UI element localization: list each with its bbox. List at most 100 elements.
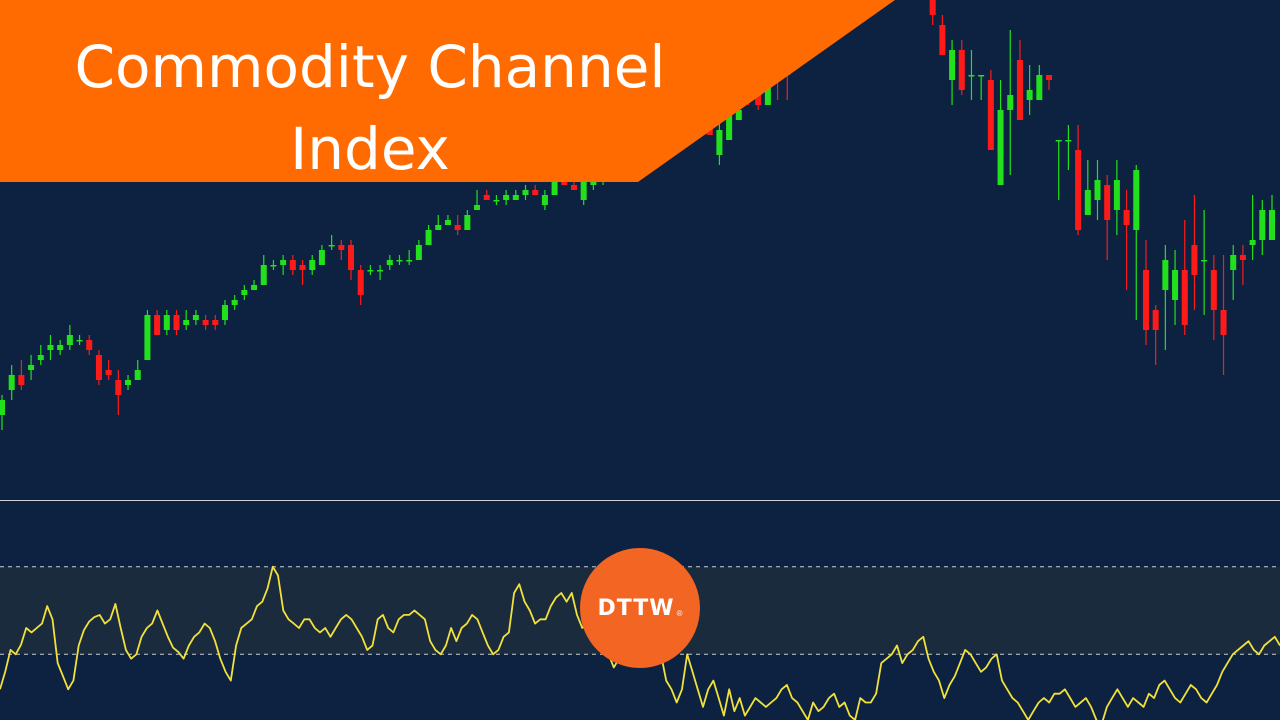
candle-body	[435, 225, 442, 230]
candle-body	[755, 90, 762, 105]
candle-body	[949, 50, 956, 80]
candle-body	[939, 25, 946, 55]
candle-body	[1133, 170, 1140, 230]
candle-body	[716, 130, 723, 155]
candle-body	[464, 215, 471, 230]
candle-body	[929, 0, 936, 15]
candle-body	[1046, 75, 1053, 80]
candle-body	[328, 245, 335, 247]
candle-body	[357, 270, 364, 295]
logo-text: DTTW	[597, 595, 675, 621]
candle-body	[503, 195, 510, 200]
candle-body	[125, 380, 132, 385]
candle-body	[163, 315, 170, 330]
candle-body	[512, 195, 519, 200]
candle-body	[978, 75, 985, 77]
candle-body	[454, 225, 461, 230]
candle-body	[1026, 90, 1033, 100]
candle-body	[289, 260, 296, 270]
candle-body	[570, 185, 577, 190]
candle-body	[57, 345, 64, 350]
candle-body	[1210, 270, 1217, 310]
candle-body	[1104, 185, 1111, 220]
dttw-logo: DTTW ®	[580, 548, 700, 668]
candle-body	[1142, 270, 1149, 330]
candle-body	[221, 305, 228, 320]
banner-shape	[0, 0, 895, 182]
candle-body	[425, 230, 432, 245]
candle-body	[280, 260, 287, 265]
candle-body	[192, 315, 199, 320]
candle-body	[1016, 60, 1023, 120]
candle-body	[134, 370, 141, 380]
candle-body	[0, 400, 6, 415]
candle-body	[1075, 150, 1082, 230]
candle-body	[1152, 310, 1159, 330]
candle-body	[1162, 260, 1169, 290]
candle-body	[367, 270, 374, 272]
candle-body	[66, 335, 73, 345]
candle-body	[580, 180, 587, 200]
candle-body	[1181, 270, 1188, 325]
candle-body	[396, 260, 403, 262]
candle-body	[95, 355, 102, 380]
candle-body	[987, 80, 994, 150]
candle-body	[522, 190, 529, 195]
candle-body	[1220, 310, 1227, 335]
candle-body	[1094, 180, 1101, 200]
candle-body	[309, 260, 316, 270]
candle-body	[474, 205, 481, 210]
candle-body	[1084, 190, 1091, 215]
candle-body	[1036, 75, 1043, 100]
candle-body	[590, 180, 597, 185]
candle-body	[1007, 95, 1014, 110]
candle-body	[377, 270, 384, 272]
candle-body	[493, 200, 500, 202]
candle-body	[726, 115, 733, 140]
candle-body	[541, 195, 548, 205]
chart-title: Commodity Channel Index	[74, 33, 666, 183]
candle-body	[1172, 270, 1179, 300]
candle-body	[260, 265, 267, 285]
candle-body	[28, 365, 35, 370]
candle-body	[958, 50, 965, 90]
candle-body	[202, 320, 209, 325]
candle-body	[1249, 240, 1256, 245]
candle-body	[270, 265, 277, 267]
candle-body	[47, 345, 54, 350]
candle-body	[231, 300, 238, 305]
candle-body	[115, 380, 122, 395]
candle-body	[386, 260, 393, 265]
candle-body	[1230, 255, 1237, 270]
title-banner	[0, 0, 895, 182]
candle-body	[1113, 180, 1120, 210]
candle-body	[968, 75, 975, 77]
candle-body	[444, 220, 451, 225]
candle-body	[338, 245, 345, 250]
candle-body	[1065, 140, 1072, 142]
candle-body	[37, 355, 44, 360]
candle-body	[483, 195, 490, 200]
candle-body	[251, 285, 258, 290]
candle-body	[997, 110, 1004, 185]
registered-mark: ®	[676, 608, 683, 618]
candle-body	[105, 370, 112, 375]
candle-body	[532, 190, 539, 195]
candle-body	[551, 175, 558, 195]
candle-body	[212, 320, 219, 325]
candle-body	[1123, 210, 1130, 225]
candle-body	[18, 375, 25, 385]
candle-body	[299, 265, 306, 270]
candle-body	[76, 340, 83, 342]
candle-body	[561, 180, 568, 185]
candle-body	[1201, 260, 1208, 262]
candle-body	[241, 290, 248, 295]
candle-body	[8, 375, 15, 390]
candle-body	[183, 320, 190, 325]
candle-body	[348, 245, 355, 270]
candle-body	[1055, 140, 1062, 142]
candle-body	[86, 340, 93, 350]
candle-body	[1259, 210, 1266, 240]
candle-body	[144, 315, 151, 360]
